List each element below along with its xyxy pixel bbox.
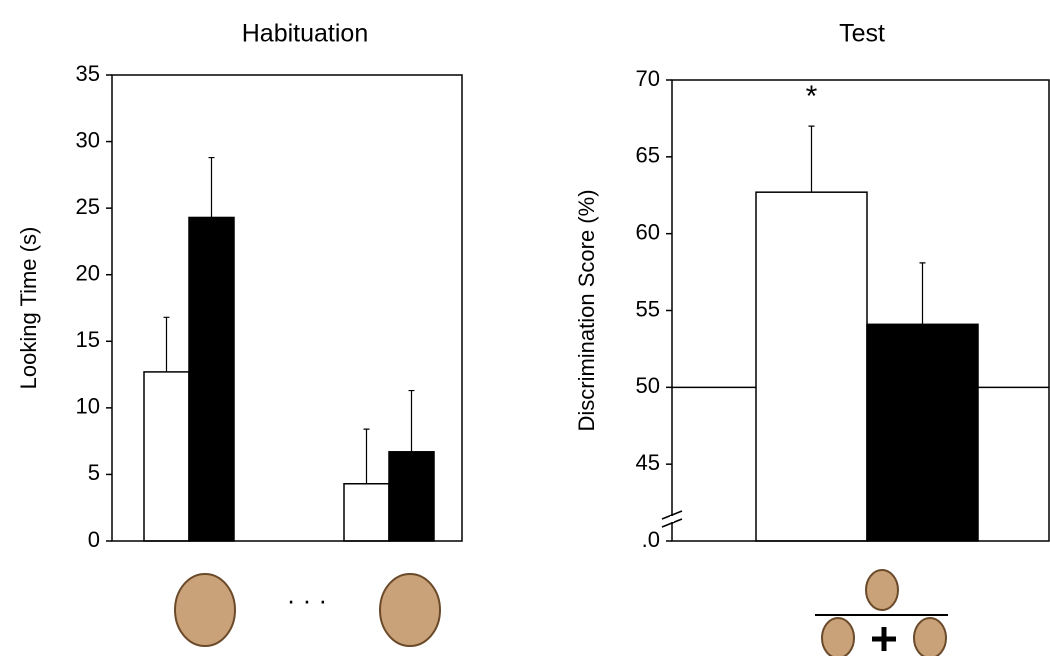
- face: [865, 569, 899, 611]
- chart-title: Habituation: [242, 20, 368, 48]
- bar: [388, 451, 435, 542]
- y-tick-label: 65: [636, 143, 660, 168]
- face: [913, 617, 947, 656]
- error-bar: [208, 156, 215, 218]
- y-tick-label: 30: [76, 127, 100, 152]
- error-bar: [408, 389, 415, 452]
- separator: · · ·: [287, 585, 327, 615]
- y-tick-label: 60: [636, 219, 660, 244]
- y-tick-label: 5: [88, 460, 100, 485]
- bar: [866, 323, 979, 542]
- faces: [174, 569, 947, 656]
- y-tick-label: 45: [636, 450, 660, 475]
- y-tick-label: 10: [76, 394, 100, 419]
- error-bar: [919, 262, 926, 325]
- y-axis-label: Looking Time (s): [16, 227, 41, 390]
- y-tick-label: 25: [76, 194, 100, 219]
- face: [174, 573, 236, 647]
- axis-break: [661, 510, 683, 528]
- y-tick-label: .0: [642, 527, 660, 552]
- bar: [755, 191, 868, 542]
- error-bar: [163, 316, 170, 372]
- plot-frame: [111, 74, 463, 542]
- bar: [343, 482, 390, 542]
- y-axis-label: Discrimination Score (%): [574, 189, 599, 431]
- y-tick-label: 35: [76, 61, 100, 86]
- y-tick-label: 20: [76, 261, 100, 286]
- plus-sign: [872, 627, 896, 651]
- y-tick-label: 0: [88, 527, 100, 552]
- y-tick-label: 15: [76, 327, 100, 352]
- y-tick-label: 55: [636, 296, 660, 321]
- y-tick-label: 50: [636, 373, 660, 398]
- error-bar: [808, 125, 815, 193]
- face: [379, 573, 441, 647]
- chart-title: Test: [839, 20, 885, 48]
- plot-frame: [671, 79, 1050, 542]
- error-bar: [363, 428, 370, 484]
- bar: [143, 371, 190, 542]
- y-tick-label: 70: [636, 66, 660, 91]
- significance-annotation: *: [806, 80, 818, 113]
- bar: [188, 216, 235, 542]
- axis-break-gap: [670, 516, 674, 522]
- face: [821, 617, 855, 656]
